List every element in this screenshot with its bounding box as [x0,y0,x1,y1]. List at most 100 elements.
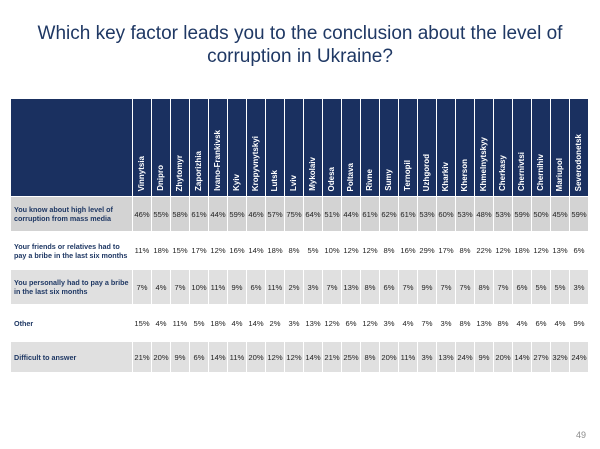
table-cell: 20% [246,341,266,373]
table-cell: 9% [569,304,589,342]
table-cell: 6% [531,304,551,342]
page-title: Which key factor leads you to the conclu… [0,22,600,68]
table-cell: 59% [569,196,589,232]
column-header-label: Cherkasy [498,154,507,191]
table-cell: 53% [417,196,437,232]
table-cell: 4% [151,304,171,342]
table-cell: 58% [170,196,190,232]
table-cell: 7% [170,269,190,305]
column-header: Lviv [284,98,304,197]
table-cell: 6% [341,304,361,342]
table-cell: 18% [151,231,171,270]
column-header: Ternopil [398,98,418,197]
table-cell: 12% [322,304,342,342]
table-row: Your friends or relatives had to pay a b… [10,231,589,270]
column-header-label: Ternopil [403,160,412,191]
table-cell: 24% [569,341,589,373]
table-cell: 51% [322,196,342,232]
title-line-1: Which key factor leads you to the conclu… [37,23,563,44]
row-label: Other [10,304,133,342]
column-header: Sumy [379,98,399,197]
table-cell: 7% [417,304,437,342]
column-header-label: Chernihiv [536,154,545,191]
column-header-label: Vinnytsia [137,155,146,191]
table-cell: 50% [531,196,551,232]
table-cell: 14% [512,341,532,373]
column-header: Ivano-Frankivsk [208,98,228,197]
column-header-label: Khmelnytskyy [479,136,488,191]
table-cell: 12% [208,231,228,270]
table-cell: 53% [455,196,475,232]
table-cell: 11% [132,231,152,270]
column-header: Khmelnytskyy [474,98,494,197]
table-cell: 27% [531,341,551,373]
table-cell: 10% [322,231,342,270]
column-header: Mariupol [550,98,570,197]
table-cell: 12% [284,341,304,373]
column-header: Cherkasy [493,98,513,197]
table-cell: 9% [170,341,190,373]
table-cell: 4% [550,304,570,342]
table-cell: 8% [493,304,513,342]
column-header-label: Zaporizhia [194,150,203,191]
table-cell: 32% [550,341,570,373]
table-cell: 46% [246,196,266,232]
row-label: You personally had to pay a bribe in the… [10,269,133,305]
column-header: Zhytomyr [170,98,190,197]
table-cell: 9% [227,269,247,305]
table-cell: 18% [208,304,228,342]
table-cell: 20% [379,341,399,373]
column-header: Vinnytsia [132,98,152,197]
table-cell: 7% [398,269,418,305]
column-header: Rivne [360,98,380,197]
column-header-label: Lviv [289,174,298,191]
column-header-label: Severodonetsk [574,133,583,191]
table-cell: 2% [284,269,304,305]
table-cell: 15% [170,231,190,270]
table-cell: 44% [208,196,228,232]
header-corner [10,98,133,197]
table-cell: 29% [417,231,437,270]
table-cell: 8% [360,341,380,373]
table-cell: 11% [170,304,190,342]
row-label: Your friends or relatives had to pay a b… [10,231,133,270]
table-cell: 5% [189,304,209,342]
row-label: You know about high level of corruption … [10,196,133,232]
table-cell: 3% [569,269,589,305]
table-cell: 62% [379,196,399,232]
column-header-label: Kherson [460,158,469,191]
column-header-label: Mykolaiv [308,157,317,191]
table-cell: 11% [265,269,285,305]
column-header: Chernihiv [531,98,551,197]
table-cell: 3% [436,304,456,342]
column-header-label: Rivne [365,169,374,191]
results-table: Vinnytsia Dnipro Zhytomyr Zaporizhia Ivano-F… [10,98,589,373]
table-cell: 21% [132,341,152,373]
table-cell: 57% [265,196,285,232]
table-cell: 8% [379,231,399,270]
table-cell: 11% [227,341,247,373]
table-cell: 13% [474,304,494,342]
table-cell: 13% [550,231,570,270]
table-cell: 6% [512,269,532,305]
header-row: Vinnytsia Dnipro Zhytomyr Zaporizhia Ivano-F… [10,98,589,197]
table-cell: 6% [246,269,266,305]
table-cell: 8% [455,304,475,342]
table-cell: 3% [303,269,323,305]
column-header: Poltava [341,98,361,197]
column-header: Severodonetsk [569,98,589,197]
column-header: Kharkiv [436,98,456,197]
table-cell: 12% [360,304,380,342]
table-cell: 7% [322,269,342,305]
table-cell: 14% [208,341,228,373]
table-cell: 8% [284,231,304,270]
table-cell: 11% [208,269,228,305]
column-header: Chernivtsi [512,98,532,197]
table-cell: 18% [512,231,532,270]
table-cell: 4% [512,304,532,342]
column-header-label: Poltava [346,162,355,191]
table-cell: 59% [227,196,247,232]
table-cell: 3% [417,341,437,373]
table-cell: 8% [455,231,475,270]
table-cell: 12% [493,231,513,270]
